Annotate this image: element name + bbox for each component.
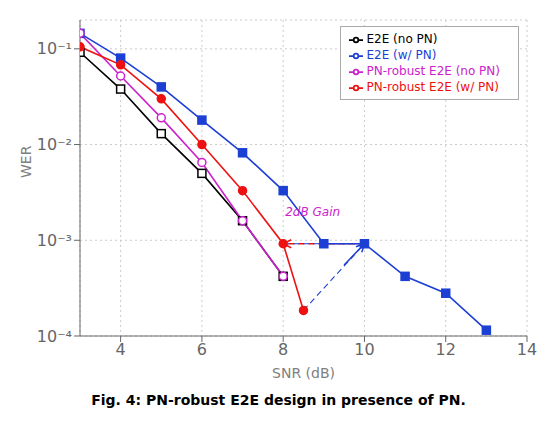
svg-text:6: 6 <box>197 340 207 359</box>
html-text:E2E (no PN): E2E (no PN) <box>366 32 438 46</box>
svg-text:WER: WER <box>18 145 34 178</box>
html-text:PN-robust E2E (no PN): PN-robust E2E (no PN) <box>366 64 500 78</box>
svg-text:12: 12 <box>436 340 456 359</box>
svg-text:2dB Gain: 2dB Gain <box>285 205 340 219</box>
svg-text:4: 4 <box>116 340 126 359</box>
svg-text:10⁻¹: 10⁻¹ <box>37 39 72 58</box>
html-text:PN-robust E2E (w/ PN): PN-robust E2E (w/ PN) <box>366 80 499 94</box>
svg-text:10⁻²: 10⁻² <box>37 135 72 154</box>
html-text:Fig. 4: PN-robust E2E design i: Fig. 4: PN-robust E2E design in presence… <box>91 392 466 408</box>
svg-text:SNR (dB): SNR (dB) <box>272 365 335 381</box>
svg-text:10⁻⁴: 10⁻⁴ <box>37 327 72 346</box>
svg-text:8: 8 <box>278 340 288 359</box>
svg-text:10⁻³: 10⁻³ <box>37 231 72 250</box>
svg-text:14: 14 <box>517 340 537 359</box>
html-text:E2E (w/ PN): E2E (w/ PN) <box>366 48 437 62</box>
svg-text:10: 10 <box>354 340 374 359</box>
